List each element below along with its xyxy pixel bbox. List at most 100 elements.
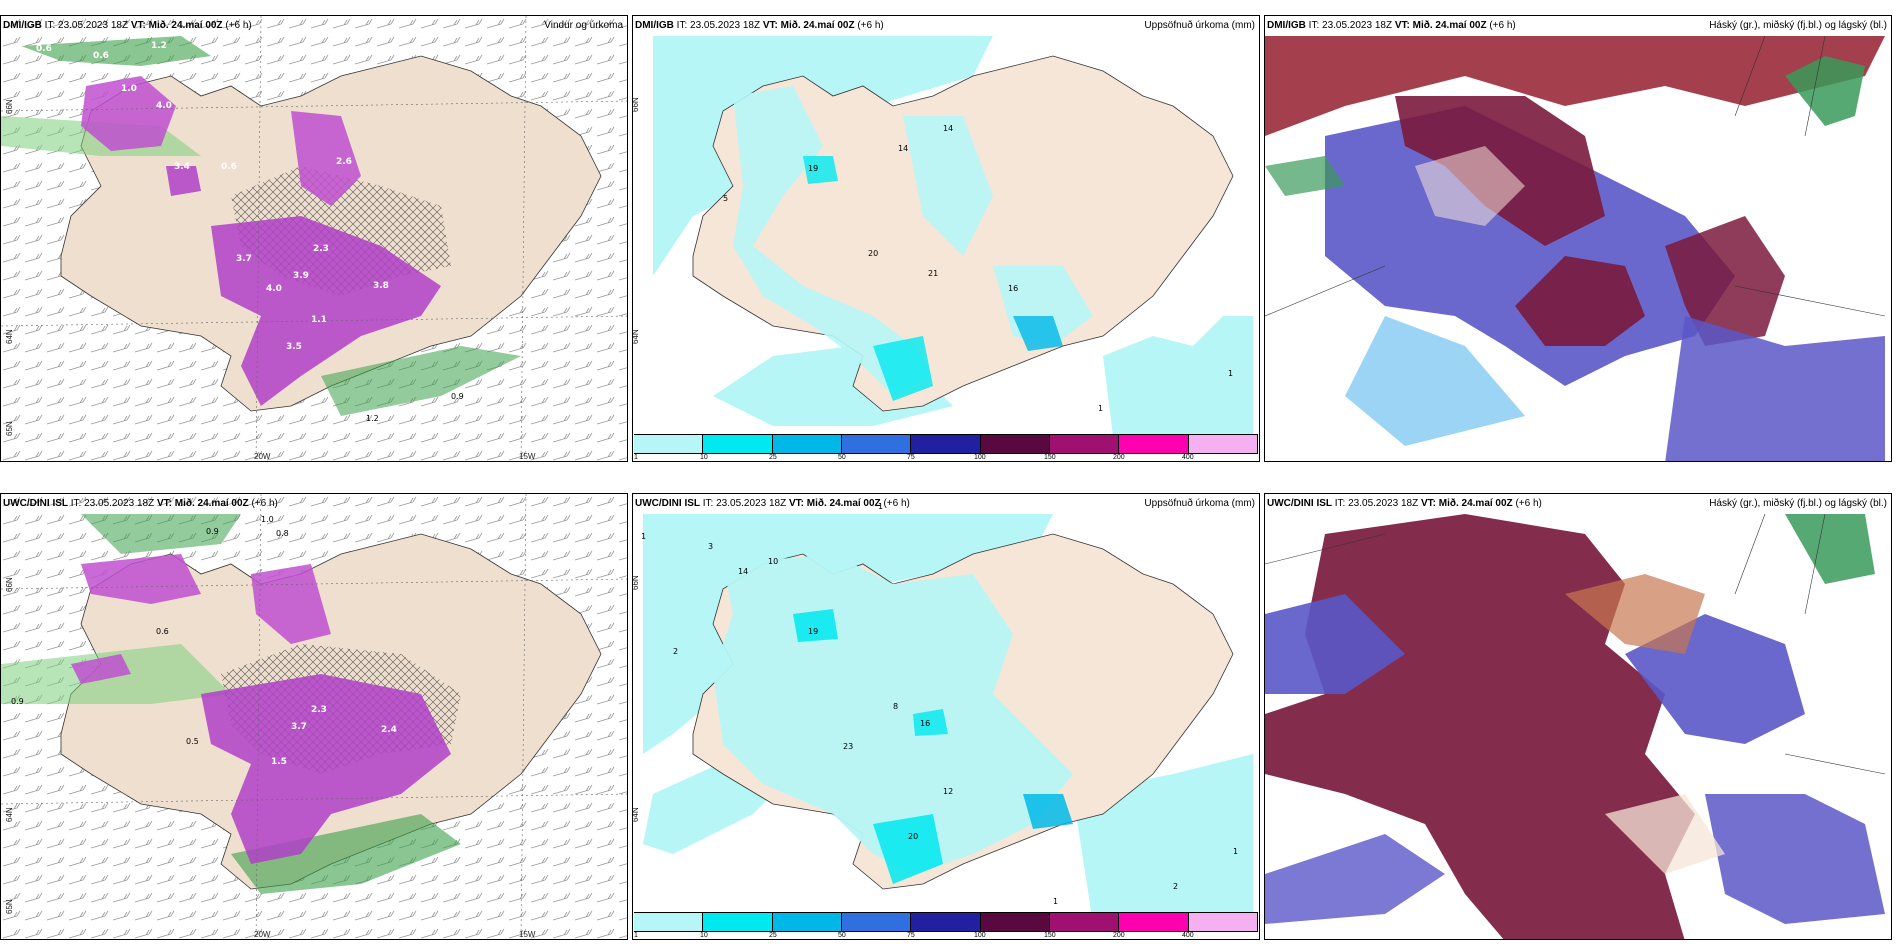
colorbar-swatch: [772, 913, 842, 931]
wind-value: 0.9: [11, 697, 24, 706]
lon-label: 20W: [254, 452, 271, 461]
wind-value: 3.9: [293, 271, 309, 281]
colorbar-tick: 100: [974, 454, 986, 461]
map-cloud-bottom: [1265, 494, 1891, 939]
colorbar-swatch: [703, 435, 773, 453]
wind-value: 1.1: [311, 315, 327, 325]
colorbar-swatch: [911, 913, 981, 931]
wind-value: 4.0: [266, 284, 282, 294]
colorbar-swatch: [841, 913, 912, 931]
lat-label: 66N: [632, 97, 640, 112]
map-accum-precip-top: 14 19 14 5 20 21 16 1 1: [653, 36, 1253, 446]
accum-value: 2: [673, 647, 678, 656]
accum-value: 19: [808, 627, 818, 636]
accum-values-bottom: 1 3 1 14 10 19 16 8 12 2 23 20 1 1 2 1: [641, 502, 1238, 921]
panel-accum-precip-top: 14 19 14 5 20 21 16 1 1 DMI/IGB IT: 23.0…: [632, 15, 1260, 462]
colorbar-tick: 1: [634, 454, 638, 461]
colorbar-swatch: [1119, 913, 1189, 931]
colorbar-tick: 200: [1113, 932, 1125, 939]
wind-value: 3.5: [286, 342, 302, 352]
panel-title: Vindur og úrkoma: [544, 20, 623, 31]
lat-label: 66N: [5, 99, 14, 114]
panel-accum-precip-bottom: 1 3 1 14 10 19 16 8 12 2 23 20 1 1 2 1 U…: [632, 493, 1260, 940]
accum-values-top: 14 19 14 5 20 21 16 1 1: [723, 124, 1233, 413]
wind-value: 4.0: [156, 101, 172, 111]
colorbar-swatch: [841, 435, 912, 453]
colorbar-tick: 25: [769, 932, 777, 939]
lon-label: 20W: [254, 930, 271, 939]
map-accum-precip-bottom: 1 3 1 14 10 19 16 8 12 2 23 20 1 1 2 1: [641, 502, 1253, 924]
panel-header: DMI/IGB IT: 23.05.2023 18Z VT: Mið. 24.m…: [3, 20, 252, 31]
map-wind-precip-bottom: 0.9 1.0 0.8 0.6 3.7 2.3 2.4 1.5 0.5 0.9: [1, 494, 627, 939]
accum-value: 1: [1228, 369, 1233, 378]
colorbar-tick: 150: [1044, 454, 1056, 461]
accum-value: 1: [641, 532, 646, 541]
panel-title: Háský (gr.), miðský (fj.bl.) og lágský (…: [1709, 20, 1887, 31]
colorbar-swatch: [772, 435, 842, 453]
wind-value: 0.9: [206, 527, 219, 536]
wind-value: 2.4: [381, 725, 397, 735]
accum-value: 16: [1008, 284, 1018, 293]
colorbar-tick: 75: [907, 454, 915, 461]
accum-value: 14: [898, 144, 908, 153]
wind-value: 3.7: [236, 254, 252, 264]
colorbar-swatch: [1188, 913, 1258, 931]
accum-value: 20: [868, 249, 878, 258]
panel-title: Uppsöfnuð úrkoma (mm): [1144, 498, 1255, 509]
map-cloud-top: [1265, 16, 1891, 461]
panel-header: UWC/DINI ISL IT: 23.05.2023 18Z VT: Mið.…: [1267, 498, 1542, 509]
wind-values-top: 0.6 0.6 1.2 4.0 1.0 3.4 0.6 2.6 3.7 4.0 …: [36, 41, 464, 423]
colorbar-swatch: [634, 435, 704, 453]
accum-value: 3: [708, 542, 713, 551]
wind-value: 2.3: [311, 705, 327, 715]
colorbar-swatch: [1188, 435, 1258, 453]
lon-label: 15W: [519, 930, 536, 939]
wind-value: 3.8: [373, 281, 389, 291]
wind-value: 0.8: [276, 529, 289, 538]
colorbar-tick: 50: [838, 932, 846, 939]
colorbar-swatch: [1049, 913, 1120, 931]
colorbar-tick: 10: [700, 932, 708, 939]
panel-title: Háský (gr.), miðský (fj.bl.) og lágský (…: [1709, 498, 1887, 509]
colorbar: 1 10 25 50 75 100 150 200 400: [634, 434, 1258, 461]
colorbar-tick: 25: [769, 454, 777, 461]
accum-value: 16: [920, 719, 930, 728]
panel-header: DMI/IGB IT: 23.05.2023 18Z VT: Mið. 24.m…: [1267, 20, 1516, 31]
accum-value: 1: [878, 502, 883, 511]
lat-label: 65N: [5, 899, 14, 914]
accum-value: 20: [908, 832, 918, 841]
wind-value: 1.0: [261, 515, 274, 524]
wind-value: 1.5: [271, 757, 287, 767]
colorbar-swatch: [634, 913, 704, 931]
lat-label: 64N: [5, 807, 14, 822]
accum-value: 2: [1173, 882, 1178, 891]
accum-value: 10: [768, 557, 778, 566]
wind-value: 2.3: [313, 244, 329, 254]
wind-value: 1.0: [121, 84, 137, 94]
lat-label: 65N: [5, 421, 14, 436]
accum-value: 1: [1233, 847, 1238, 856]
colorbar-tick: 10: [700, 454, 708, 461]
accum-value: 1: [1098, 404, 1103, 413]
wind-value: 0.6: [221, 162, 237, 172]
wind-value: 0.6: [36, 44, 52, 54]
colorbar-tick: 75: [907, 932, 915, 939]
colorbar-tick: 1: [634, 932, 638, 939]
panel-header: DMI/IGB IT: 23.05.2023 18Z VT: Mið. 24.m…: [635, 20, 884, 31]
wind-value: 0.5: [186, 737, 199, 746]
colorbar-swatch: [1119, 435, 1189, 453]
colorbar-tick: 200: [1113, 454, 1125, 461]
colorbar-swatch: [980, 435, 1050, 453]
lat-label: 66N: [632, 575, 640, 590]
colorbar-swatch: [703, 913, 773, 931]
accum-value: 14: [943, 124, 953, 133]
panel-wind-precip-top: 0.6 0.6 1.2 4.0 1.0 3.4 0.6 2.6 3.7 4.0 …: [0, 15, 628, 462]
colorbar-swatch: [911, 435, 981, 453]
colorbar-tick: 100: [974, 932, 986, 939]
accum-value: 14: [738, 567, 748, 576]
panel-header: UWC/DINI ISL IT: 23.05.2023 18Z VT: Mið.…: [3, 498, 278, 509]
accum-value: 12: [943, 787, 953, 796]
colorbar-tick: 400: [1182, 932, 1194, 939]
wind-value: 3.7: [291, 722, 307, 732]
lat-label: 64N: [5, 329, 14, 344]
